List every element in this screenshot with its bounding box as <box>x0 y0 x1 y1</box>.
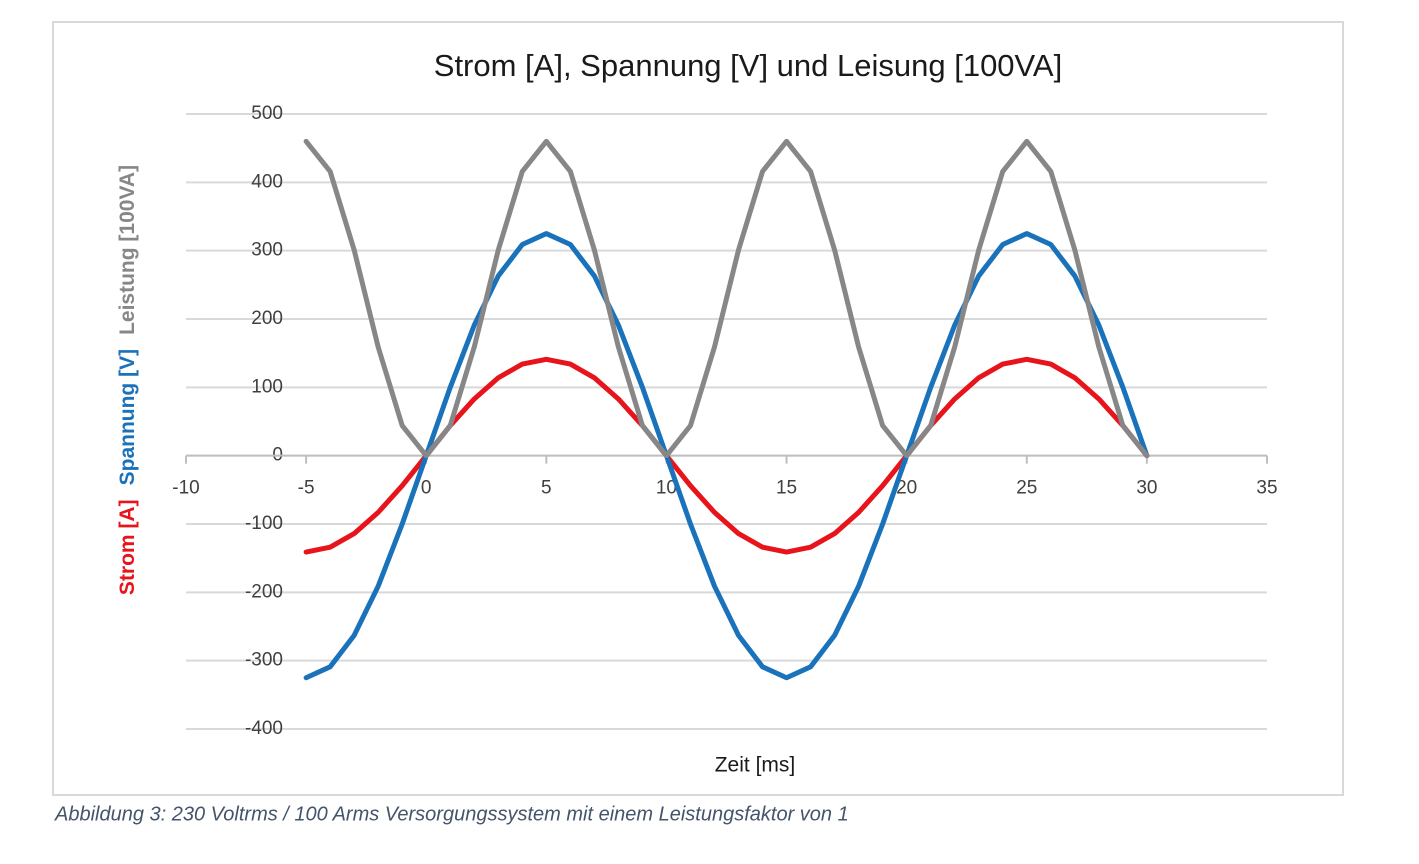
x-axis-label: Zeit [ms] <box>715 754 796 777</box>
y-axis-label: Strom [A] Spannung [V] Leistung [100VA] <box>116 165 139 595</box>
chart-title: Strom [A], Spannung [V] und Leisung [100… <box>434 48 1062 83</box>
x-tick-label: -10 <box>172 478 199 499</box>
y-label-part: Spannung [V] <box>116 349 139 485</box>
x-tick-label: 5 <box>541 478 552 499</box>
x-tick-label: 10 <box>656 478 677 499</box>
x-tick-label: 25 <box>1016 478 1037 499</box>
y-tick-label: -400 <box>245 718 283 739</box>
x-tick-label: 0 <box>421 478 432 499</box>
caption: Abbildung 3: 230 Voltrms / 100 Arms Vers… <box>54 803 849 825</box>
y-label-part: Leistung [100VA] <box>116 165 139 335</box>
y-tick-label: 400 <box>251 171 283 192</box>
y-tick-label: 500 <box>251 103 283 124</box>
y-tick-label: -300 <box>245 650 283 671</box>
y-tick-label: 100 <box>251 376 283 397</box>
x-tick-label: 30 <box>1136 478 1157 499</box>
x-tick-label: 35 <box>1256 478 1277 499</box>
y-label-part: Strom [A] <box>116 499 139 595</box>
y-tick-label: -200 <box>245 581 283 602</box>
series-line <box>303 231 1150 681</box>
x-tick-label: 20 <box>896 478 917 499</box>
y-tick-label: -100 <box>245 513 283 534</box>
x-tick-label: -5 <box>298 478 315 499</box>
series-line <box>303 138 1150 459</box>
y-tick-label: 300 <box>251 240 283 261</box>
y-tick-label: 200 <box>251 308 283 329</box>
x-tick-label: 15 <box>776 478 797 499</box>
